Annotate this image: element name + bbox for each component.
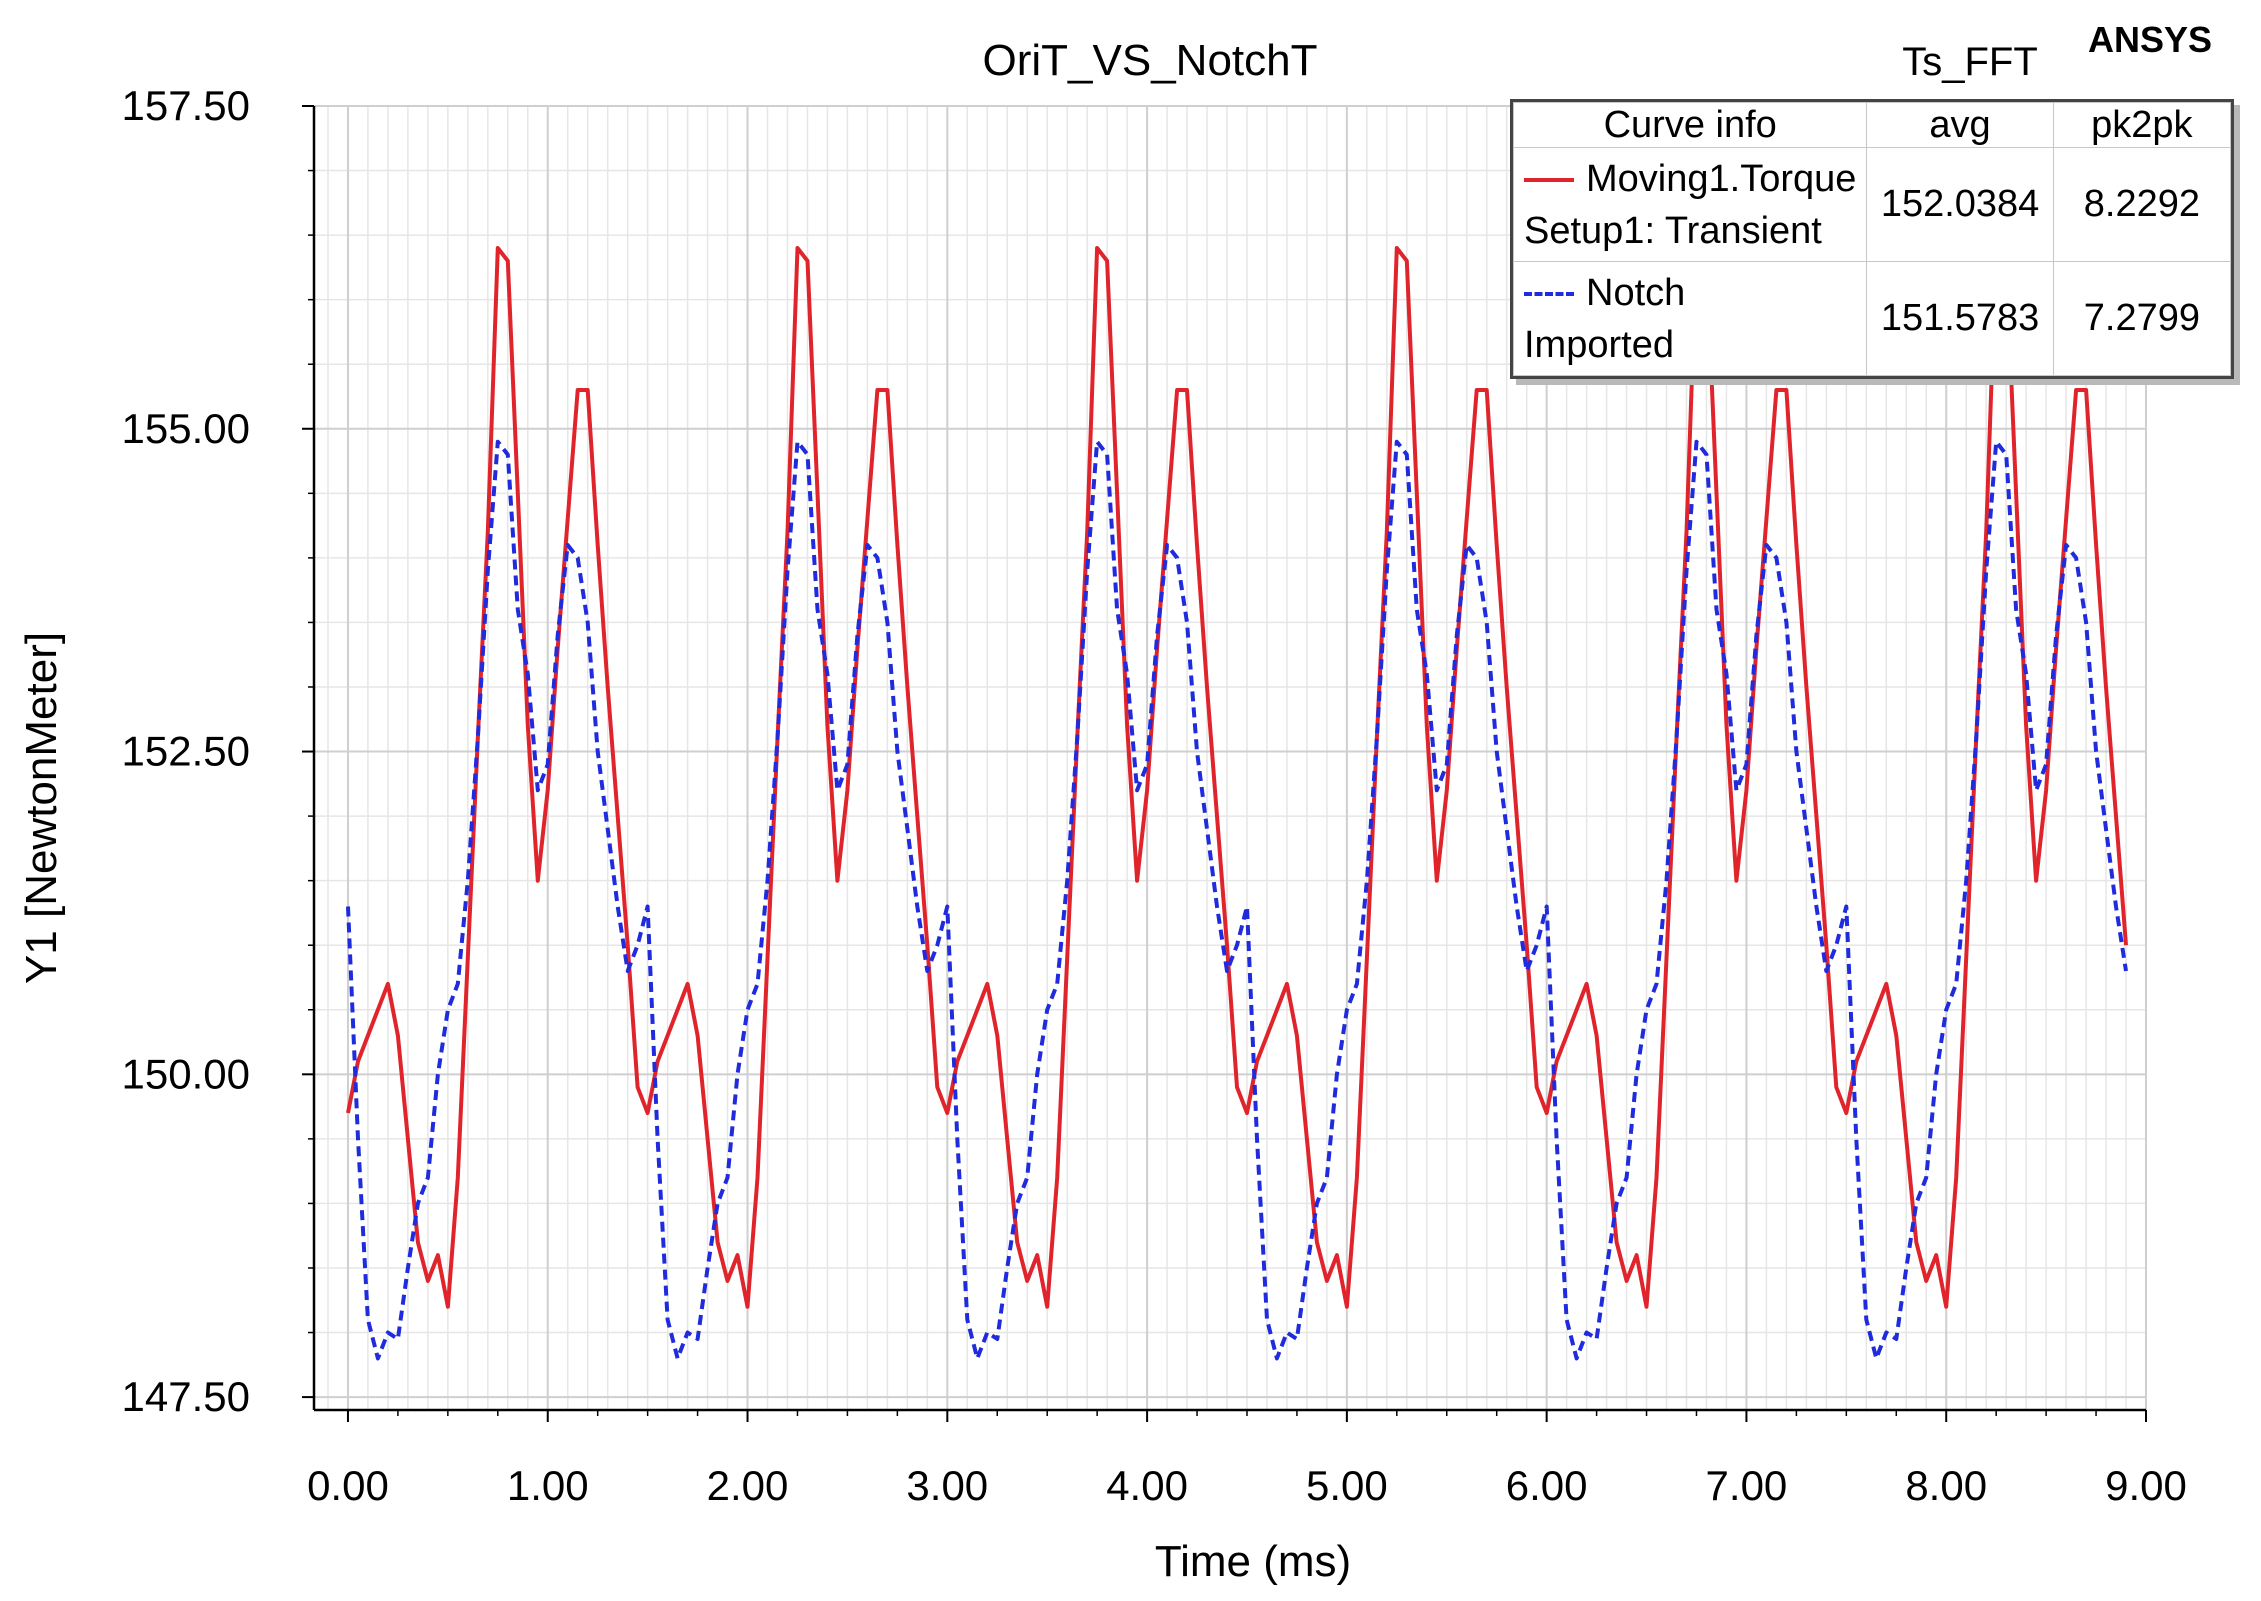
legend-avg-value: 152.0384 <box>1866 147 2054 262</box>
legend-header-pk2pk: pk2pk <box>2052 102 2232 148</box>
y-tick-label: 155.00 <box>122 405 250 452</box>
y-tick-label: 147.50 <box>122 1373 250 1420</box>
series-line-notch <box>346 439 2128 1361</box>
legend-table: Curve info avg pk2pk Moving1.Torque Setu… <box>1512 102 2232 376</box>
legend-header-avg: avg <box>1866 102 2054 148</box>
y-axis-label: Y1 [NewtonMeter] <box>17 632 66 984</box>
x-tick-label: 3.00 <box>906 1462 988 1509</box>
x-tick-label: 4.00 <box>1106 1462 1188 1509</box>
legend-header-curve: Curve info <box>1512 102 1868 148</box>
x-tick-label: 2.00 <box>707 1462 789 1509</box>
legend-header-row: Curve info avg pk2pk <box>1512 102 2232 148</box>
legend-series-label: Notch <box>1586 271 1686 314</box>
legend-series-source: Imported <box>1524 323 1674 366</box>
x-tick-label: 0.00 <box>307 1462 389 1509</box>
y-tick-label: 150.00 <box>122 1050 250 1097</box>
legend: Curve info avg pk2pk Moving1.Torque Setu… <box>1510 99 2234 379</box>
y-tick-label: 157.50 <box>122 82 250 129</box>
legend-swatch-solid <box>1524 178 1574 183</box>
x-tick-label: 1.00 <box>507 1462 589 1509</box>
x-tick-label: 7.00 <box>1706 1462 1788 1509</box>
axes-layer <box>312 106 2146 1412</box>
legend-series-name: Notch <box>1524 267 1856 319</box>
series-layer <box>346 246 2128 1361</box>
legend-series-source: Setup1: Transient <box>1524 209 1822 252</box>
x-axis-label: Time (ms) <box>1155 1537 1351 1586</box>
legend-series-label: Moving1.Torque <box>1586 157 1857 200</box>
x-tick-label: 5.00 <box>1306 1462 1388 1509</box>
x-tick-label: 8.00 <box>1905 1462 1987 1509</box>
legend-pk2pk-value: 8.2292 <box>2052 147 2232 262</box>
legend-series-name: Moving1.Torque <box>1524 153 1856 205</box>
x-tick-label: 9.00 <box>2105 1462 2187 1509</box>
plot-name: Ts_FFT <box>1902 40 2038 84</box>
ticks-layer: 0.00 1.00 2.00 3.00 4.00 5.00 6.00 7.00 8.00 9.00… <box>122 82 2187 1509</box>
legend-swatch-dashed <box>1524 292 1574 297</box>
series-line-torque <box>346 246 2128 1309</box>
legend-curve-cell: Moving1.Torque Setup1: Transient <box>1512 147 1868 262</box>
legend-curve-cell: Notch Imported <box>1512 261 1868 376</box>
legend-row: Notch Imported 151.5783 7.2799 <box>1512 261 2232 376</box>
legend-row: Moving1.Torque Setup1: Transient 152.038… <box>1512 147 2232 262</box>
y-tick-label: 152.50 <box>122 728 250 775</box>
legend-pk2pk-value: 7.2799 <box>2052 261 2232 376</box>
x-tick-label: 6.00 <box>1506 1462 1588 1509</box>
chart-title: OriT_VS_NotchT <box>983 36 1318 85</box>
grid-major <box>314 105 2147 1410</box>
legend-avg-value: 151.5783 <box>1866 261 2054 376</box>
brand-logo: ANSYS <box>2088 19 2212 60</box>
